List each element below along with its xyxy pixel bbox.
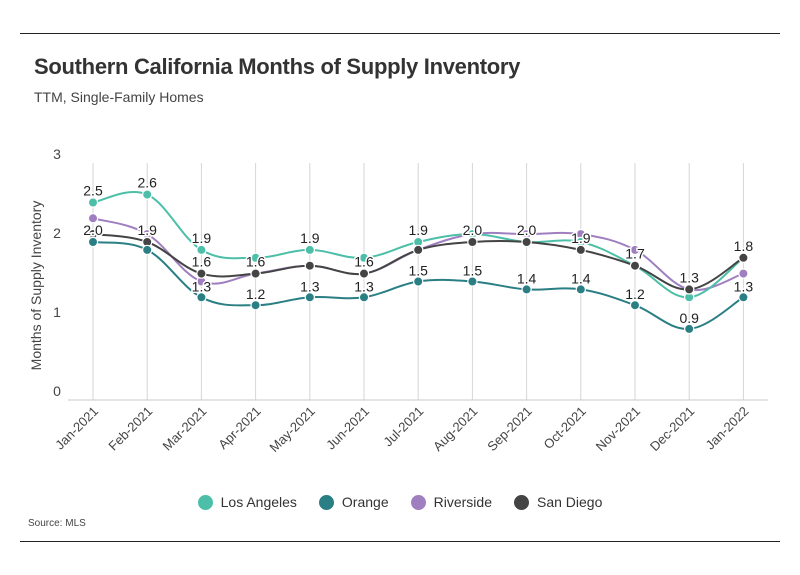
legend-swatch: [318, 494, 334, 510]
data-point: [358, 292, 370, 303]
x-tick-label: Jan-2022: [703, 404, 752, 453]
data-point: [358, 268, 370, 279]
data-point: [629, 260, 641, 271]
data-point: [467, 276, 478, 287]
data-point: [684, 323, 695, 335]
data-label: 1.3: [192, 278, 212, 294]
legend-item: San Diego: [513, 494, 603, 510]
legend-label: Orange: [341, 494, 389, 510]
data-label: 1.7: [625, 246, 645, 262]
data-label: 1.5: [408, 263, 428, 279]
data-point: [738, 268, 749, 279]
legend-swatch: [197, 494, 213, 510]
data-label: 2.0: [463, 222, 483, 238]
data-label: 1.3: [354, 278, 374, 294]
data-point: [250, 268, 261, 279]
data-point: [521, 284, 532, 295]
x-tick-label: May-2021: [266, 404, 317, 455]
data-label: 1.9: [137, 222, 157, 238]
bottom-rule: [20, 541, 780, 542]
x-tick-label: Nov-2021: [593, 404, 643, 454]
data-label: 2.5: [83, 183, 103, 199]
data-point: [629, 300, 641, 311]
data-label: 0.9: [679, 310, 699, 326]
data-point: [196, 292, 207, 303]
data-label: 1.3: [734, 278, 754, 294]
data-label: 1.6: [354, 254, 374, 270]
data-point: [196, 268, 207, 279]
y-tick-label: 3: [53, 146, 61, 162]
legend-item: Riverside: [410, 494, 492, 510]
legend-swatch: [410, 494, 426, 510]
data-point: [87, 213, 99, 224]
data-label: 1.9: [300, 230, 320, 246]
data-point: [575, 284, 587, 295]
x-tick-label: Sep-2021: [484, 404, 534, 454]
top-rule: [20, 33, 780, 34]
data-label: 1.9: [408, 222, 428, 238]
data-point: [358, 252, 370, 263]
data-label: 1.4: [571, 270, 591, 286]
data-point: [575, 244, 587, 256]
x-tick-label: Dec-2021: [647, 404, 697, 454]
data-point: [304, 244, 315, 256]
data-point: [250, 252, 261, 263]
data-label: 1.2: [625, 286, 645, 302]
data-point: [467, 236, 478, 248]
y-tick-label: 1: [53, 304, 61, 320]
data-label: 2.6: [137, 175, 157, 191]
data-label: 1.4: [517, 270, 537, 286]
data-label: 1.6: [192, 254, 212, 270]
data-label: 1.8: [734, 238, 754, 254]
source-note: Source: MLS: [28, 518, 86, 529]
x-tick-label: Jun-2021: [323, 404, 372, 453]
data-point: [629, 244, 641, 256]
x-tick-label: Oct-2021: [540, 404, 588, 452]
x-tick-label: Jan-2021: [52, 404, 101, 453]
legend-label: San Diego: [536, 494, 603, 510]
data-label: 1.3: [300, 278, 320, 294]
x-tick-label: Mar-2021: [160, 404, 210, 454]
chart-subtitle: TTM, Single-Family Homes: [34, 89, 204, 105]
data-label: 1.2: [246, 286, 266, 302]
data-label: 1.9: [192, 230, 212, 246]
x-tick-label: Feb-2021: [105, 404, 155, 454]
data-point: [87, 236, 99, 248]
data-point: [196, 244, 207, 256]
data-label: 2.0: [517, 222, 537, 238]
y-axis-label: Months of Supply Inventory: [28, 201, 44, 371]
legend-item: Orange: [318, 494, 389, 510]
data-point: [413, 276, 424, 287]
data-label: 2.0: [83, 222, 103, 238]
data-point: [684, 284, 695, 295]
legend-label: Los Angeles: [220, 494, 297, 510]
data-label: 1.3: [679, 269, 699, 285]
x-tick-label: Aug-2021: [430, 404, 480, 454]
data-point: [738, 252, 749, 263]
data-point: [141, 244, 153, 256]
data-point: [521, 236, 532, 248]
legend-item: Los Angeles: [197, 494, 297, 510]
legend-label: Riverside: [433, 494, 492, 510]
data-point: [87, 197, 99, 208]
data-label: 1.5: [463, 263, 483, 279]
data-point: [304, 260, 315, 271]
chart-title: Southern California Months of Supply Inv…: [34, 54, 521, 79]
legend-swatch: [513, 494, 529, 510]
data-point: [304, 292, 315, 303]
x-tick-label: Apr-2021: [215, 404, 263, 452]
x-tick-label: Jul-2021: [380, 404, 426, 450]
data-point: [141, 189, 153, 200]
data-label: 1.9: [571, 230, 591, 246]
data-point: [250, 300, 261, 311]
data-point: [413, 244, 424, 256]
y-tick-label: 0: [53, 383, 61, 399]
legend: Los Angeles Orange Riverside San Diego: [0, 494, 800, 510]
y-tick-label: 2: [53, 225, 61, 241]
data-point: [738, 292, 749, 303]
data-label: 1.6: [246, 254, 266, 270]
